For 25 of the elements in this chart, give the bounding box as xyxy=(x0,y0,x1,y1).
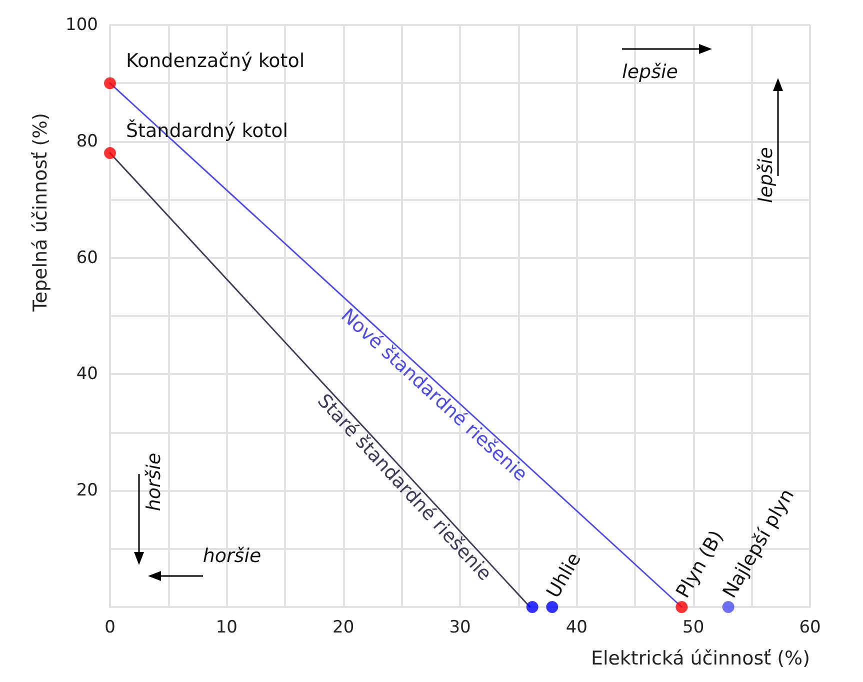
x-tick-label: 0 xyxy=(104,618,116,638)
point xyxy=(722,601,734,613)
y-axis-title: Tepelná účinnosť (%) xyxy=(30,113,52,313)
point xyxy=(546,601,558,613)
y-tick-label: 20 xyxy=(76,480,98,501)
point xyxy=(104,77,116,90)
point xyxy=(104,147,116,160)
x-tick-label: 30 xyxy=(449,618,471,638)
y-tick-label: 100 xyxy=(66,15,98,35)
annotation: horšie xyxy=(202,545,262,567)
x-tick-label: 10 xyxy=(216,618,238,638)
x-tick-label: 60 xyxy=(799,618,821,638)
annotation: horšie xyxy=(143,452,165,512)
annotation: lepšie xyxy=(755,147,777,203)
y-tick-label: 40 xyxy=(76,364,98,384)
x-axis-title: Elektrická účinnosť (%) xyxy=(590,648,810,670)
x-tick-label: 20 xyxy=(332,618,354,638)
x-tick-label: 40 xyxy=(566,618,588,638)
point xyxy=(676,601,688,613)
y-tick-label: 60 xyxy=(76,248,98,268)
annotation: Kondenzačný kotol xyxy=(126,50,305,72)
y-tick-label: 80 xyxy=(76,131,98,152)
point xyxy=(526,601,538,613)
x-tick-label: 50 xyxy=(682,618,704,638)
annotation: lepšie xyxy=(622,61,678,83)
